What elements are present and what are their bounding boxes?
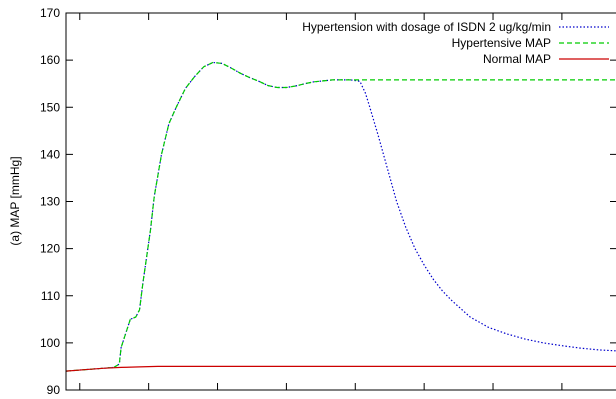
legend-label-2: Normal MAP bbox=[483, 52, 551, 66]
legend: Hypertension with dosage of ISDN 2 ug/kg… bbox=[302, 20, 609, 66]
legend-label-1: Hypertensive MAP bbox=[452, 36, 551, 50]
y-axis-label: (a) MAP [mmHg] bbox=[8, 156, 22, 245]
y-tick-label: 170 bbox=[40, 6, 60, 20]
y-tick-label: 160 bbox=[40, 53, 60, 67]
plot-frame bbox=[65, 12, 616, 391]
ticks: 90 100 110 120 130 140 150 160 170 bbox=[40, 6, 616, 397]
series-line-2 bbox=[65, 365, 616, 372]
y-tick-label: 110 bbox=[41, 289, 60, 303]
y-tick-label: 90 bbox=[47, 383, 61, 397]
series-line-1 bbox=[65, 61, 616, 372]
series-lines bbox=[65, 61, 616, 372]
y-tick-label: 100 bbox=[40, 336, 60, 350]
y-tick-label: 130 bbox=[40, 195, 60, 209]
y-tick-label: 150 bbox=[40, 100, 60, 114]
y-tick-label: 140 bbox=[40, 147, 60, 161]
y-tick-label: 120 bbox=[40, 242, 60, 256]
series-line-0 bbox=[65, 61, 616, 372]
legend-label-0: Hypertension with dosage of ISDN 2 ug/kg… bbox=[302, 20, 551, 34]
